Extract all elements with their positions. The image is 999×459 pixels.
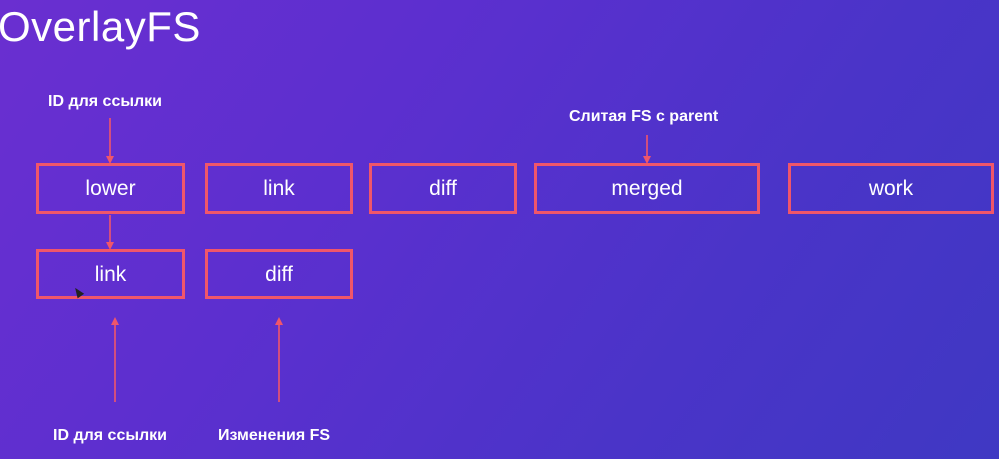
annotation-merged-fs: Слитая FS с parent xyxy=(569,108,719,125)
annotation-lower-id: ID для ссылки xyxy=(48,93,163,110)
slide-title: OverlayFS xyxy=(0,3,201,50)
box-link-bottom: link xyxy=(36,249,185,299)
box-work: work xyxy=(788,163,994,214)
annotation-diff-changes: Изменения FS xyxy=(218,427,331,444)
annotation-link-id: ID для ссылки xyxy=(53,427,168,444)
box-diff-bottom: diff xyxy=(205,249,353,299)
box-merged: merged xyxy=(534,163,760,214)
box-diff-top: diff xyxy=(369,163,517,214)
box-lower: lower xyxy=(36,163,185,214)
box-link-top: link xyxy=(205,163,353,214)
